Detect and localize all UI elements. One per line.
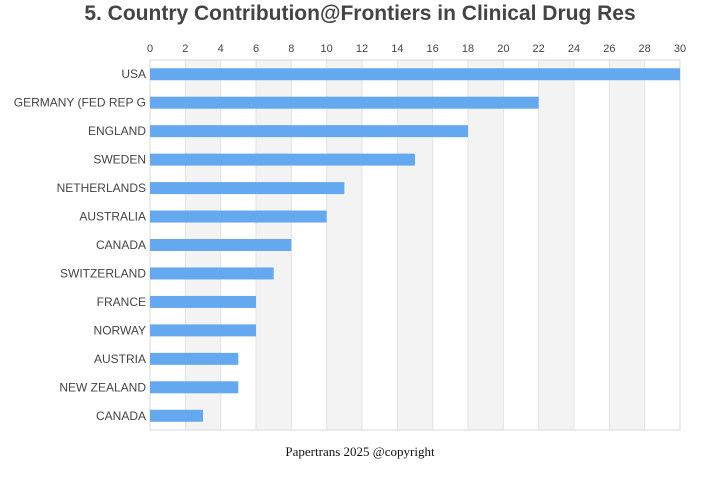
- bar: [150, 352, 239, 365]
- grid-band: [468, 60, 504, 430]
- bar: [150, 381, 239, 394]
- bar: [150, 239, 292, 251]
- x-tick-label: 30: [674, 43, 686, 55]
- category-label: GERMANY (FED REP G: [14, 96, 146, 110]
- x-tick-label: 28: [639, 43, 651, 55]
- category-label: CANADA: [96, 238, 146, 252]
- x-tick-label: 26: [603, 43, 615, 55]
- category-label: CANADA: [96, 409, 146, 423]
- x-tick-label: 12: [356, 43, 368, 55]
- bar: [150, 182, 345, 195]
- x-tick-label: 18: [462, 43, 474, 55]
- x-tick-label: 0: [147, 43, 153, 55]
- bar: [150, 267, 274, 280]
- bar: [150, 68, 680, 81]
- x-tick-label: 2: [182, 43, 188, 55]
- x-tick-label: 10: [321, 43, 333, 55]
- category-label: AUSTRIA: [94, 352, 146, 366]
- category-label: USA: [121, 67, 146, 81]
- bar: [150, 324, 256, 337]
- category-label: NETHERLANDS: [57, 181, 146, 195]
- category-label: NORWAY: [94, 323, 146, 337]
- bar: [150, 295, 256, 308]
- chart-title: 5. Country Contribution@Frontiers in Cli…: [84, 2, 636, 25]
- grid-band: [538, 60, 574, 430]
- bar: [150, 409, 203, 422]
- bar: [150, 125, 468, 138]
- x-tick-label: 4: [218, 43, 224, 55]
- category-label: SWEDEN: [93, 153, 146, 167]
- x-tick-label: 24: [568, 43, 580, 55]
- bar: [150, 96, 539, 109]
- category-label: SWITZERLAND: [60, 266, 146, 280]
- grid-band: [609, 60, 645, 430]
- category-label: AUSTRALIA: [79, 210, 146, 224]
- category-label: ENGLAND: [88, 124, 146, 138]
- x-tick-label: 20: [497, 43, 509, 55]
- grid-band: [326, 60, 362, 430]
- x-tick-label: 16: [427, 43, 439, 55]
- x-tick-label: 8: [288, 43, 294, 55]
- grid-band: [397, 60, 433, 430]
- bar: [150, 210, 327, 223]
- category-label: FRANCE: [97, 295, 146, 309]
- copyright-footer: Papertrans 2025 @copyright: [285, 444, 435, 459]
- category-label: NEW ZEALAND: [59, 380, 146, 394]
- bar: [150, 153, 415, 166]
- x-tick-label: 22: [533, 43, 545, 55]
- x-tick-label: 6: [253, 43, 259, 55]
- x-tick-label: 14: [391, 43, 403, 55]
